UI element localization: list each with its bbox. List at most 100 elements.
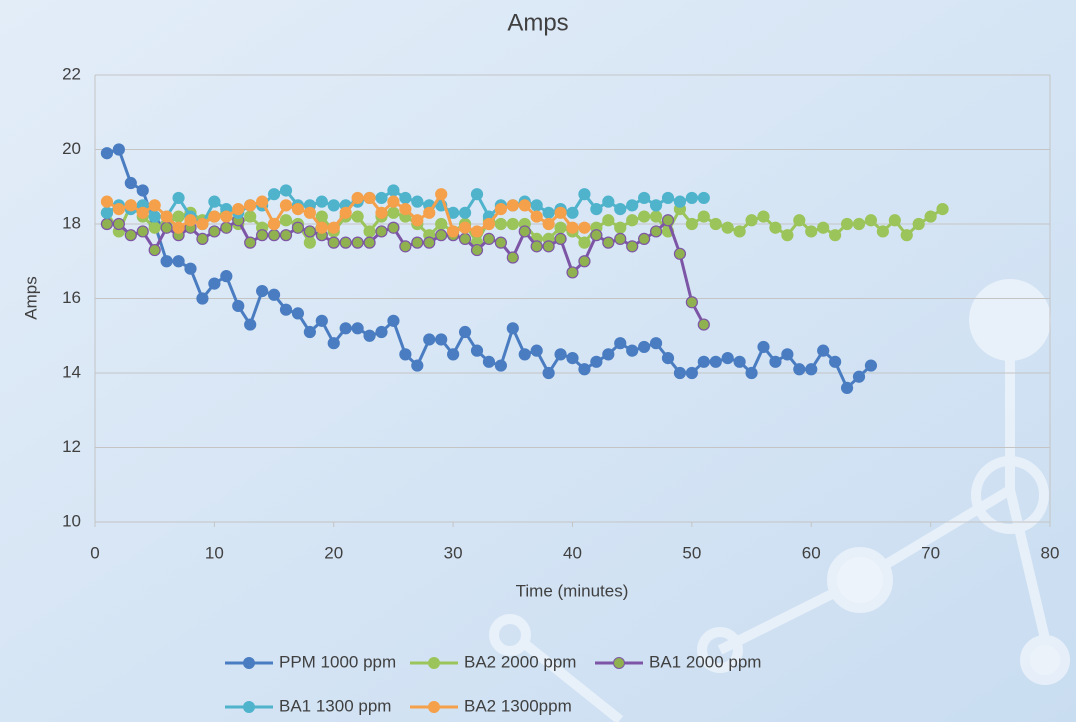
data-point (470, 243, 484, 257)
data-point (673, 247, 687, 260)
data-point (518, 348, 531, 361)
data-point (494, 359, 507, 372)
x-tick-label: 50 (682, 543, 701, 562)
data-point (876, 225, 889, 238)
legend-label: BA1 1300 ppm (279, 696, 391, 715)
data-point (100, 147, 114, 160)
data-point (160, 221, 173, 234)
data-point (458, 325, 472, 339)
legend-marker (613, 657, 625, 669)
data-point (339, 206, 352, 219)
data-point (542, 240, 555, 253)
data-point (267, 188, 281, 201)
data-point (244, 199, 257, 212)
legend-label: BA2 1300ppm (464, 696, 572, 715)
data-point (602, 214, 615, 227)
data-point (279, 214, 293, 227)
data-point (793, 214, 806, 227)
data-point (661, 352, 675, 365)
data-point (852, 370, 866, 383)
data-point (697, 191, 710, 205)
legend-label: BA1 2000 ppm (649, 652, 761, 671)
x-tick-label: 10 (205, 543, 224, 562)
data-point (220, 221, 233, 234)
data-point (220, 270, 233, 283)
data-point (303, 206, 316, 219)
data-point (721, 221, 734, 234)
data-point (423, 333, 436, 346)
data-point (423, 206, 436, 219)
data-point (387, 206, 400, 219)
chart-title: Amps (507, 9, 568, 36)
data-point (327, 199, 340, 212)
data-point (900, 229, 913, 242)
data-point (840, 381, 854, 394)
data-point (769, 355, 782, 368)
data-point (435, 188, 448, 201)
data-point (363, 236, 376, 249)
decoration (489, 279, 1070, 724)
data-point (852, 217, 866, 231)
data-point (638, 191, 651, 205)
data-point (578, 221, 591, 234)
data-point (793, 363, 806, 376)
data-point (864, 214, 878, 227)
data-point (387, 195, 400, 208)
data-point (124, 176, 137, 190)
data-point (709, 217, 722, 231)
data-point (315, 210, 328, 223)
data-point (447, 225, 460, 238)
data-point (769, 221, 782, 234)
y-axis-label: Amps (21, 276, 40, 319)
data-point (136, 225, 149, 238)
data-point (542, 366, 555, 380)
data-point (399, 203, 412, 216)
data-point (638, 340, 651, 354)
data-point (697, 318, 710, 331)
data-point (685, 217, 698, 231)
data-point (924, 210, 937, 223)
y-tick-label: 18 (62, 213, 81, 232)
legend-label: BA2 2000 ppm (464, 652, 576, 671)
data-point (411, 195, 424, 208)
data-point (673, 195, 687, 208)
legend-item: BA1 1300 ppm (225, 696, 391, 715)
data-point (279, 199, 293, 212)
data-point (279, 303, 293, 316)
data-point (649, 225, 663, 238)
y-tick-label: 20 (62, 139, 81, 158)
data-point (817, 344, 830, 357)
data-point (279, 229, 293, 242)
data-point (267, 288, 281, 301)
data-point (196, 292, 209, 305)
data-point (172, 191, 185, 205)
data-point (196, 217, 209, 231)
data-point (375, 206, 388, 219)
data-point (112, 217, 125, 231)
legend-label: PPM 1000 ppm (279, 652, 396, 671)
data-point (124, 229, 137, 242)
data-point (363, 329, 376, 342)
legend-item: BA1 2000 ppm (595, 652, 761, 671)
data-point (864, 359, 878, 372)
data-point (506, 322, 519, 335)
data-point (339, 236, 352, 249)
data-point (626, 344, 639, 357)
data-point (184, 214, 197, 227)
data-point (626, 214, 639, 227)
data-point (482, 355, 496, 368)
data-point (805, 225, 818, 238)
data-point (590, 229, 603, 242)
data-point (661, 214, 675, 227)
data-point (220, 210, 233, 223)
y-tick-label: 12 (62, 437, 81, 456)
data-point (136, 206, 149, 219)
data-point (697, 355, 710, 368)
data-point (649, 337, 663, 350)
y-tick-label: 14 (62, 362, 81, 381)
data-point (685, 191, 698, 205)
data-point (757, 340, 770, 354)
data-point (709, 355, 722, 368)
data-point (506, 251, 519, 264)
